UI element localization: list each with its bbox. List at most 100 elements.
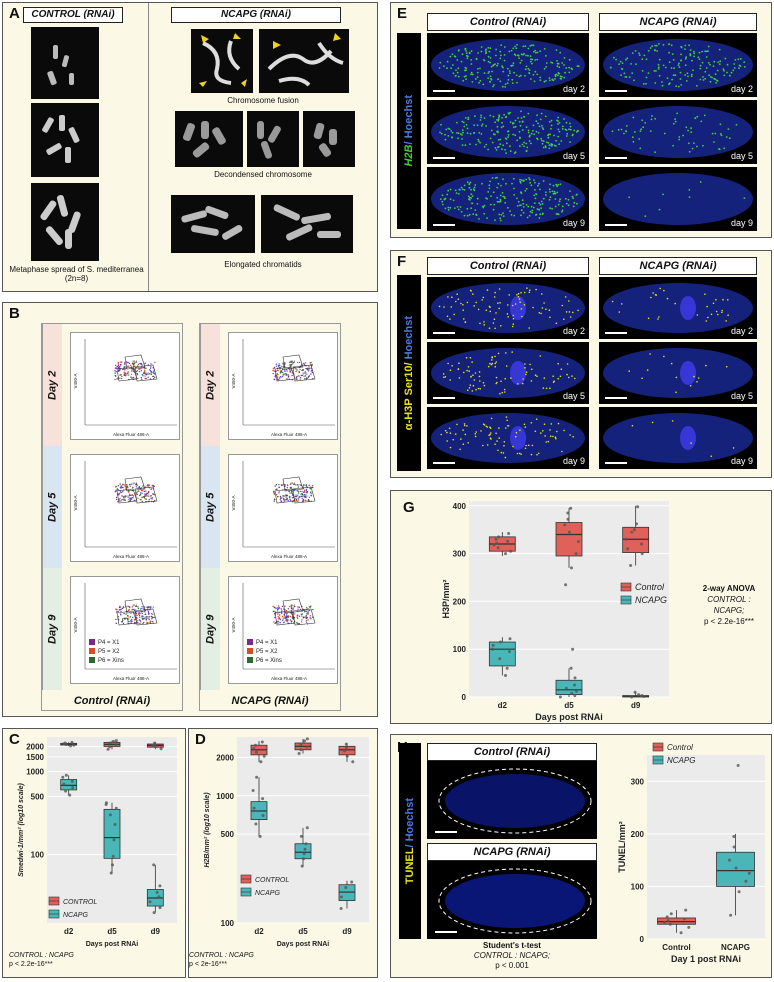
h3p-signal bbox=[494, 355, 496, 358]
h2b-signal bbox=[554, 145, 557, 147]
h2b-signal bbox=[719, 123, 722, 126]
h2b-signal bbox=[463, 75, 466, 78]
metaphase-image-1 bbox=[31, 27, 99, 99]
fusion-image-1 bbox=[191, 29, 253, 93]
h3p-signal bbox=[571, 375, 573, 377]
h2b-signal bbox=[709, 63, 711, 66]
h3p-signal bbox=[693, 375, 695, 378]
h2b-signal bbox=[457, 137, 459, 140]
flow-event bbox=[298, 623, 300, 625]
flow-event bbox=[150, 373, 152, 376]
h2b-signal bbox=[507, 206, 509, 209]
flow-event bbox=[277, 605, 280, 607]
h2b-signal bbox=[485, 143, 488, 146]
flow-event bbox=[290, 605, 293, 607]
h3p-signal bbox=[502, 452, 505, 454]
flow-event bbox=[279, 618, 282, 621]
flow-event bbox=[141, 616, 143, 618]
h3p-signal bbox=[512, 445, 514, 448]
flow-event bbox=[140, 377, 143, 379]
h2b-signal bbox=[525, 142, 528, 145]
data-point bbox=[626, 547, 630, 551]
panel-f-control-title: Control (RNAi) bbox=[427, 257, 589, 275]
flow-day-label: Day 2 bbox=[42, 324, 62, 446]
h2b-signal bbox=[533, 50, 535, 53]
h3p-signal bbox=[534, 374, 537, 376]
flow-event bbox=[298, 496, 300, 498]
flow-event bbox=[131, 362, 134, 365]
flow-event bbox=[132, 376, 135, 379]
flow-event bbox=[148, 484, 150, 486]
flow-event bbox=[284, 617, 287, 619]
flow-event bbox=[141, 378, 143, 380]
h2b-signal bbox=[543, 80, 546, 83]
h2b-signal bbox=[654, 49, 656, 52]
data-point bbox=[629, 564, 633, 567]
flow-event bbox=[278, 492, 280, 494]
h2b-signal bbox=[663, 132, 666, 135]
flow-event bbox=[136, 370, 139, 372]
h2b-signal bbox=[535, 193, 537, 195]
box-ncapg bbox=[555, 679, 583, 696]
h2b-signal bbox=[572, 197, 574, 200]
flow-event bbox=[131, 606, 133, 608]
h2b-signal bbox=[713, 60, 716, 63]
flow-event bbox=[144, 377, 146, 380]
flow-event bbox=[152, 375, 155, 378]
flow-event bbox=[297, 500, 299, 502]
h2b-signal bbox=[523, 116, 526, 118]
flow-event bbox=[307, 500, 310, 502]
h2b-signal bbox=[500, 44, 503, 46]
flow-event bbox=[117, 501, 119, 503]
h2b-signal bbox=[539, 188, 541, 191]
data-point bbox=[504, 552, 507, 556]
h2b-signal bbox=[734, 59, 737, 61]
h3p-signal bbox=[498, 427, 500, 429]
gate-p4 bbox=[124, 476, 146, 492]
h3p-signal bbox=[569, 316, 572, 318]
worm-image bbox=[603, 283, 753, 333]
flow-event bbox=[310, 491, 312, 493]
flow-event bbox=[279, 622, 281, 624]
pharynx bbox=[680, 296, 696, 320]
h3p-signal bbox=[572, 435, 574, 438]
h2b-signal bbox=[558, 200, 561, 203]
h2b-signal bbox=[492, 115, 495, 118]
h3p-signal bbox=[505, 427, 507, 429]
h2b-signal bbox=[699, 78, 702, 81]
flow-event bbox=[119, 365, 121, 368]
h2b-signal bbox=[696, 85, 698, 87]
h2b-signal bbox=[532, 44, 535, 47]
flow-event bbox=[310, 373, 312, 375]
flow-event bbox=[296, 622, 298, 624]
flow-event bbox=[273, 490, 275, 493]
h2b-signal bbox=[509, 210, 511, 212]
x-axis-label: Days post RNAi bbox=[86, 941, 139, 948]
flow-event bbox=[289, 615, 292, 618]
h3p-signal bbox=[530, 368, 533, 371]
h3p-signal bbox=[449, 379, 451, 381]
h2b-signal bbox=[452, 72, 455, 75]
flow-event bbox=[277, 618, 279, 620]
data-point bbox=[573, 683, 576, 687]
data-point bbox=[158, 884, 162, 888]
h2b-signal bbox=[534, 197, 537, 200]
h2b-signal bbox=[719, 133, 722, 135]
h2b-signal bbox=[549, 191, 551, 193]
h2b-signal bbox=[550, 145, 553, 147]
h2b-signal bbox=[486, 217, 488, 219]
flow-event bbox=[141, 367, 143, 370]
h2b-signal bbox=[618, 63, 620, 65]
h3p-signal bbox=[450, 306, 453, 308]
h2b-signal bbox=[725, 136, 728, 138]
flow-event bbox=[130, 483, 133, 485]
h2b-signal bbox=[464, 66, 467, 69]
h2b-signal bbox=[447, 135, 450, 137]
h2b-signal bbox=[525, 187, 528, 190]
h3p-signal bbox=[549, 429, 551, 431]
h2b-signal bbox=[634, 50, 637, 52]
h2b-signal bbox=[696, 115, 699, 118]
h2b-signal bbox=[536, 51, 539, 54]
